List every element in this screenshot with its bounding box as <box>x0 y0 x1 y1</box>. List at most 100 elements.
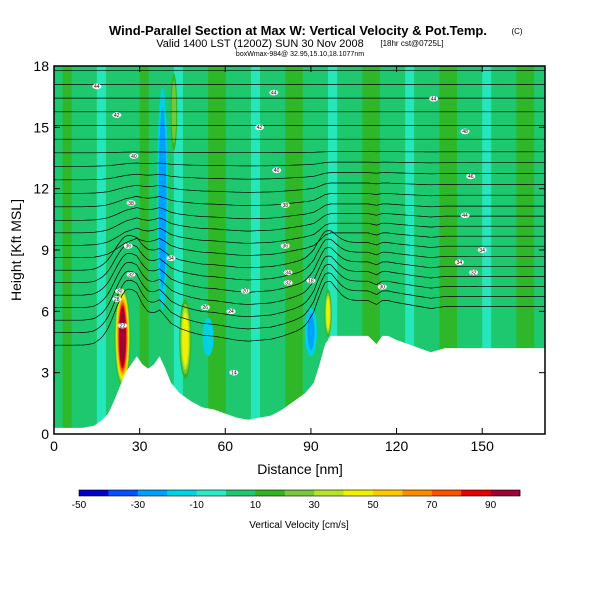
colorbar-swatch <box>196 490 227 496</box>
contour-label-bg <box>272 167 282 174</box>
contour-label: 34 <box>166 255 176 262</box>
contour-label: 44 <box>269 89 279 96</box>
contour-label: 42 <box>112 112 122 119</box>
contour-label-text: 38 <box>282 203 288 209</box>
x-tick-label: 60 <box>217 438 233 454</box>
contour-label-text: 32 <box>128 272 134 278</box>
contour-label: 30 <box>115 288 125 295</box>
contour-label-text: 44 <box>271 90 277 96</box>
colorbar-swatch <box>284 490 315 496</box>
colorbar: -50 -30 -10 10 30 50 70 90 Vertical Velocity [c… <box>72 489 521 531</box>
contour-label: 34 <box>283 269 293 276</box>
contour-label: 36 <box>280 243 290 250</box>
contour-label-bg <box>229 369 239 376</box>
velocity-cells <box>114 73 332 387</box>
theta-contour <box>54 151 545 154</box>
contour-label-bg <box>240 288 250 294</box>
theta-contour <box>54 255 545 309</box>
contour-label-text: 46 <box>468 174 474 180</box>
contour-label-bg <box>115 288 125 294</box>
terrain <box>54 335 545 434</box>
contour-label: 40 <box>129 153 139 160</box>
theta-contour <box>54 203 545 221</box>
contour-label: 44 <box>429 95 439 103</box>
contour-label: 28 <box>112 296 122 303</box>
colorbar-swatch <box>226 490 256 496</box>
contour-label-bg <box>166 255 176 261</box>
velocity-band <box>439 66 449 434</box>
contour-label: 38 <box>280 202 290 209</box>
x-tick-label: 0 <box>50 438 58 454</box>
colorbar-tick-label: -10 <box>189 500 204 511</box>
contour-label-bg <box>460 128 470 135</box>
colorbar-ticks: -50 -30 -10 10 30 50 70 90 <box>72 500 497 511</box>
x-tick-label: 150 <box>471 438 495 454</box>
velocity-band <box>328 66 338 434</box>
contour-label-text: 24 <box>228 309 234 315</box>
updraft-cell <box>182 312 189 366</box>
copyright-mark: (C) <box>511 27 522 36</box>
colorbar-tick-label: -30 <box>131 500 146 511</box>
contour-label-text: 36 <box>125 244 131 250</box>
contour-label-bg <box>200 304 210 311</box>
contour-label-bg <box>454 259 464 266</box>
y-tick-label: 0 <box>41 426 49 442</box>
theta-contour <box>54 232 545 259</box>
downdraft-cell <box>307 313 315 350</box>
colorbar-swatch <box>431 490 462 496</box>
contour-label: 38 <box>126 200 136 207</box>
contour-label: 48 <box>460 128 470 135</box>
x-axis: 0 30 60 90 120 150 <box>50 66 494 454</box>
contour-label: 46 <box>466 173 476 180</box>
velocity-band <box>216 66 226 434</box>
velocity-band <box>208 66 218 434</box>
contour-label-text: 42 <box>114 113 120 119</box>
velocity-band <box>447 66 458 434</box>
theta-contour <box>54 193 545 208</box>
colorbar-swatch <box>108 490 139 496</box>
velocity-band <box>62 66 72 434</box>
contour-label-bg <box>469 269 479 276</box>
colorbar-swatch <box>343 490 374 496</box>
y-tick-label: 3 <box>41 365 49 381</box>
contour-label-text: 38 <box>128 201 134 207</box>
contour-label: 18 <box>306 277 316 284</box>
updraft-cell <box>119 307 126 367</box>
contour-label: 44 <box>460 212 470 219</box>
contour-label-text: 34 <box>285 270 291 276</box>
contour-label-text: 18 <box>308 278 314 284</box>
contour-label: 36 <box>123 243 133 250</box>
theta-contour <box>54 280 545 346</box>
contour-label: 42 <box>255 124 265 131</box>
velocity-band <box>362 66 372 434</box>
colorbar-frame <box>78 489 521 497</box>
updraft-cell <box>326 298 330 329</box>
y-tick-label: 15 <box>33 119 49 135</box>
contour-label-bg <box>129 153 139 159</box>
contour-label-bg <box>255 124 265 131</box>
colorbar-tick-label: 50 <box>367 500 379 511</box>
colorbar-swatch <box>167 490 197 496</box>
colorbar-tick-label: 30 <box>309 500 321 511</box>
x-tick-label: 120 <box>385 438 409 454</box>
contour-label-text: 34 <box>457 260 463 266</box>
contour-label-text: 36 <box>282 244 288 250</box>
contour-label: 20 <box>240 288 250 295</box>
colorbar-swatch <box>461 490 491 496</box>
contour-label: 32 <box>126 271 136 278</box>
contour-label-bg <box>429 95 439 102</box>
colorbar-swatch <box>314 490 344 496</box>
velocity-band <box>285 66 295 434</box>
colorbar-swatch <box>137 490 168 496</box>
contour-label-bg <box>283 279 293 286</box>
contour-label: 34 <box>477 247 487 254</box>
downdraft-cell <box>158 108 167 290</box>
y-tick-label: 18 <box>33 58 49 74</box>
velocity-band <box>405 66 415 434</box>
colorbar-swatch <box>255 490 286 496</box>
colorbar-swatches <box>79 490 521 496</box>
theta-contour <box>54 182 545 194</box>
contour-label-bg <box>226 308 236 315</box>
